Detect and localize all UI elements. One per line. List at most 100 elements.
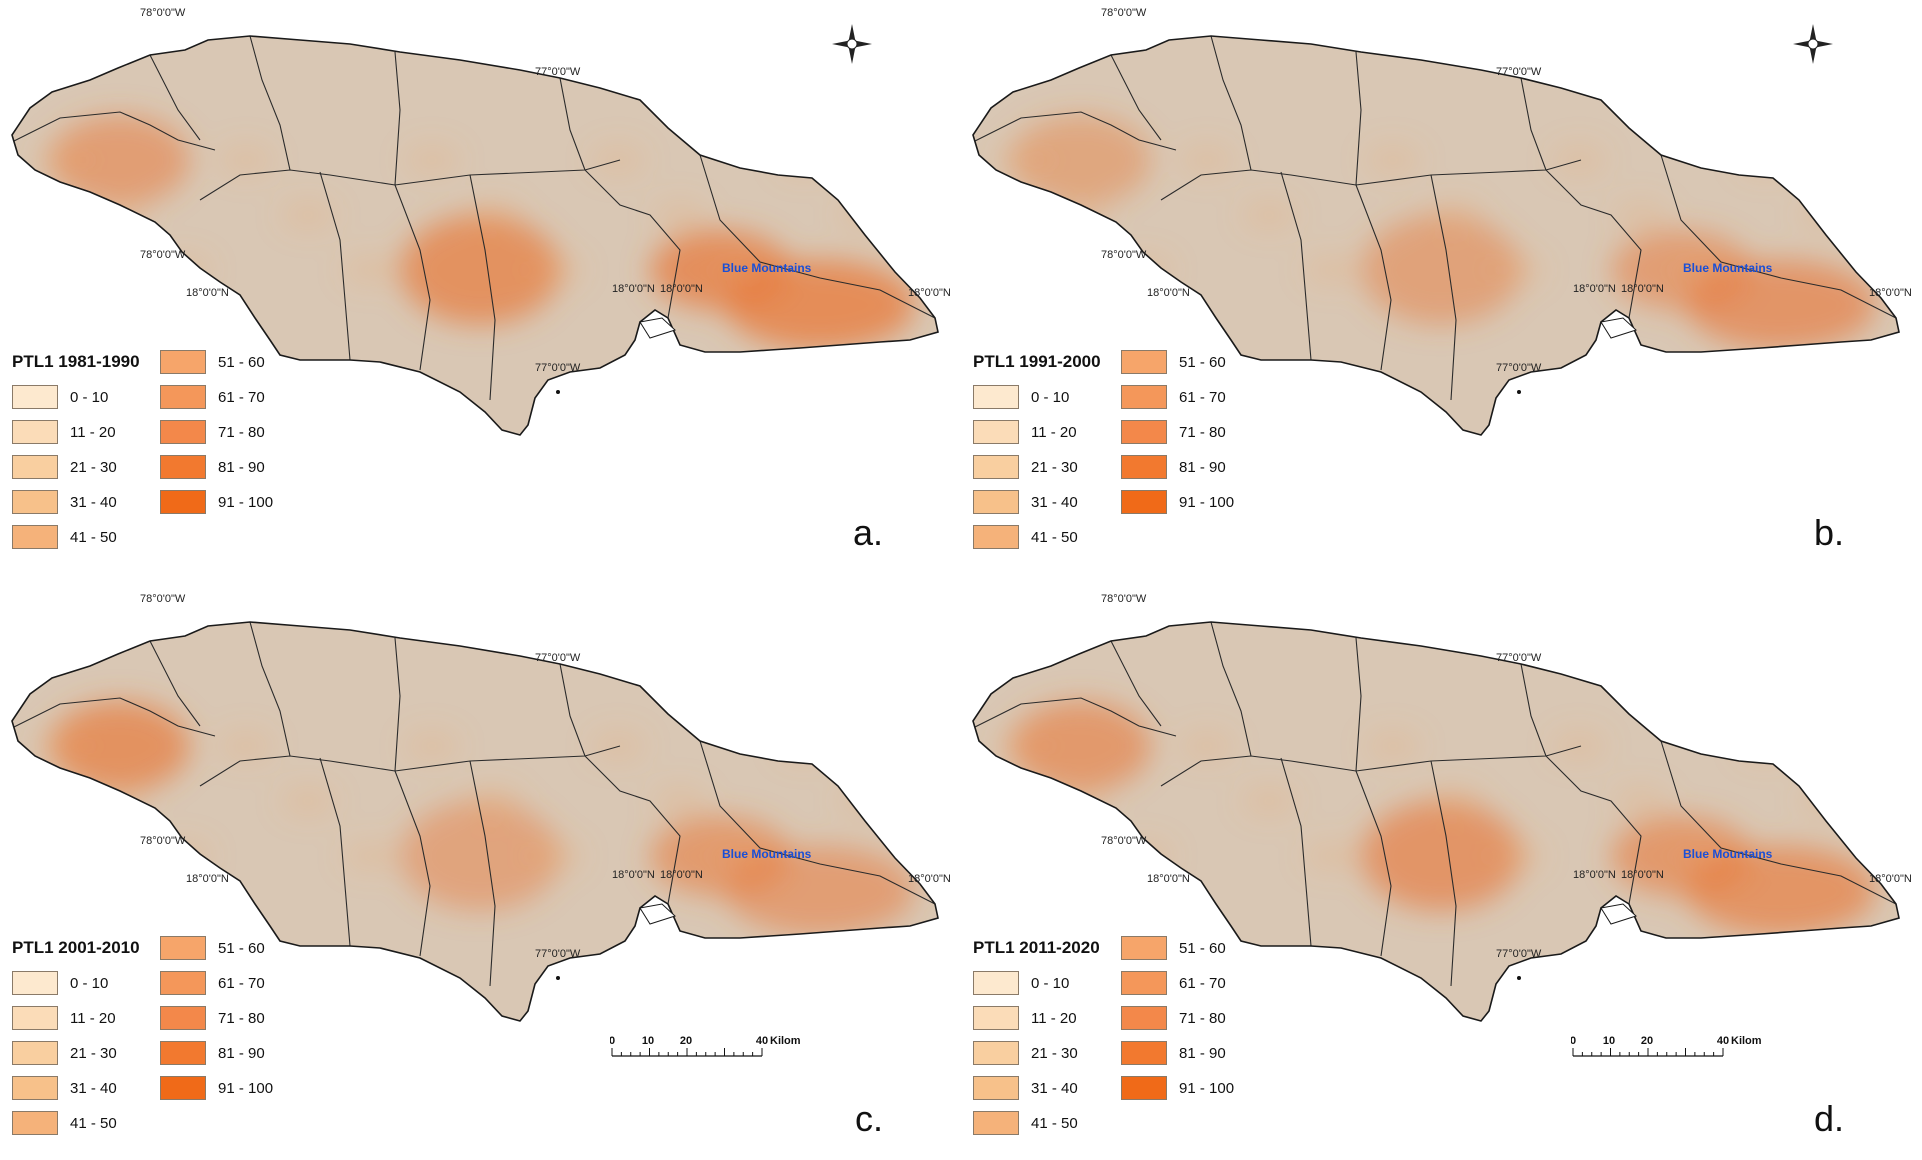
legend-label: 11 - 20 — [1031, 1009, 1077, 1027]
legend-label: 51 - 60 — [1179, 353, 1226, 371]
legend-item: 0 - 10 — [973, 970, 1069, 996]
legend-item: 41 - 50 — [973, 1110, 1078, 1136]
legend-label: 31 - 40 — [70, 493, 117, 511]
intensity-hotspot — [1011, 701, 1151, 791]
legend-swatch — [160, 350, 206, 374]
place-label-blue-mountains: Blue Mountains — [722, 261, 812, 275]
legend-label: 51 - 60 — [218, 353, 265, 371]
island-outline — [11, 621, 939, 1022]
panel-letter: a. — [852, 512, 883, 553]
legend-item: 11 - 20 — [12, 419, 116, 445]
map-panel-c: 78°0'0"W 77°0'0"W 78°0'0"W 18°0'0"N 18°0'0"N… — [0, 586, 961, 1160]
parish-boundary — [1355, 637, 1362, 772]
parish-boundary — [394, 51, 401, 186]
legend-swatch — [12, 420, 58, 444]
legend-swatch — [973, 971, 1019, 995]
legend-label: 91 - 100 — [218, 493, 274, 511]
parish-boundary — [394, 637, 401, 772]
legend-label: 21 - 30 — [70, 458, 117, 476]
island-outline — [972, 621, 1900, 1022]
map-panel-a: 78°0'0"W 77°0'0"W 78°0'0"W 18°0'0"N 18°0'0"N… — [0, 0, 961, 574]
parish-boundary — [973, 111, 1177, 151]
intensity-hotspot — [1361, 801, 1521, 911]
island-outline — [11, 35, 939, 436]
legend-label: 81 - 90 — [1179, 1044, 1226, 1062]
legend-swatch — [12, 1006, 58, 1030]
coordinate-label: 18°0'0"N — [612, 869, 655, 881]
legend: PTL1 1991-2000 0 - 10 11 - 20 21 - 30 31 - 4… — [973, 350, 1273, 562]
coordinate-label: 78°0'0"W — [1101, 835, 1147, 847]
intensity-hotspot — [50, 701, 190, 791]
legend-item: 11 - 20 — [12, 1005, 116, 1031]
parish-boundary — [1430, 174, 1457, 401]
parish-boundary — [559, 77, 586, 171]
parish-boundary — [584, 169, 681, 319]
parish-boundary — [1210, 36, 1252, 171]
legend-item: 51 - 60 — [160, 349, 265, 375]
panel-letter: c. — [854, 1098, 883, 1139]
scale-tick-label: 0 — [1571, 1035, 1576, 1047]
legend-swatch — [12, 385, 58, 409]
legend-item: 71 - 80 — [1121, 419, 1226, 445]
parish-boundary — [1210, 622, 1252, 757]
legend-label: 71 - 80 — [1179, 423, 1226, 441]
scale-bar: 0 10 20 40Kilometers — [1571, 1035, 1761, 1057]
coordinate-label: 78°0'0"W — [140, 7, 186, 19]
legend-swatch — [973, 525, 1019, 549]
parish-boundary — [469, 174, 496, 401]
parish-boundary — [319, 171, 351, 361]
parish-boundary — [1110, 640, 1162, 727]
legend-item: 81 - 90 — [1121, 1040, 1226, 1066]
legend-item: 91 - 100 — [160, 489, 273, 515]
parish-boundary — [1660, 740, 1897, 905]
legend-item: 0 - 10 — [12, 970, 108, 996]
scale-tick-label: 0 — [610, 1035, 615, 1047]
legend-label: 81 - 90 — [218, 458, 265, 476]
parish-boundary — [1545, 169, 1642, 319]
legend-swatch — [12, 455, 58, 479]
legend-label: 91 - 100 — [1179, 1079, 1235, 1097]
legend-swatch — [1121, 455, 1167, 479]
legend-label: 61 - 70 — [1179, 388, 1226, 406]
coordinate-label: 78°0'0"W — [140, 593, 186, 605]
legend-swatch — [160, 1041, 206, 1065]
parish-boundary — [249, 36, 291, 171]
legend-label: 51 - 60 — [1179, 939, 1226, 957]
legend-item: 0 - 10 — [12, 384, 108, 410]
legend-label: 81 - 90 — [1179, 458, 1226, 476]
legend-item: 0 - 10 — [973, 384, 1069, 410]
legend-item: 61 - 70 — [160, 970, 265, 996]
intensity-hotspot — [1011, 115, 1151, 205]
coordinate-label: 18°0'0"N — [612, 283, 655, 295]
intensity-hotspot — [400, 215, 560, 325]
parish-boundary — [1520, 77, 1547, 171]
coordinate-label: 77°0'0"W — [535, 362, 581, 374]
parish-boundary — [12, 111, 216, 151]
legend-title: PTL1 2001-2010 — [12, 938, 140, 957]
legend-item: 21 - 30 — [12, 1040, 117, 1066]
parish-boundary — [1280, 757, 1312, 947]
legend-label: 51 - 60 — [218, 939, 265, 957]
legend-item: 31 - 40 — [973, 489, 1078, 515]
parish-boundary — [699, 154, 936, 319]
scale-tick-label: 20 — [1641, 1035, 1653, 1047]
legend-title: PTL1 1991-2000 — [973, 352, 1101, 371]
legend-swatch — [12, 1111, 58, 1135]
legend-swatch — [160, 1006, 206, 1030]
north-arrow-icon — [832, 24, 872, 64]
coordinate-label: 77°0'0"W — [1496, 948, 1542, 960]
parish-boundary — [973, 697, 1177, 737]
parish-boundary — [559, 663, 586, 757]
legend-swatch — [1121, 490, 1167, 514]
legend-swatch — [12, 525, 58, 549]
legend-swatch — [973, 1041, 1019, 1065]
legend-swatch — [973, 385, 1019, 409]
legend: PTL1 2001-2010 0 - 10 11 - 20 21 - 30 31 - 4… — [12, 936, 312, 1148]
parish-boundary — [1545, 755, 1642, 905]
coordinate-label: 18°0'0"N — [908, 287, 951, 299]
legend-label: 0 - 10 — [70, 388, 109, 406]
legend-item: 11 - 20 — [973, 419, 1077, 445]
legend-item: 31 - 40 — [12, 1075, 117, 1101]
coordinate-label: 18°0'0"N — [186, 287, 229, 299]
coordinate-label: 78°0'0"W — [140, 249, 186, 261]
